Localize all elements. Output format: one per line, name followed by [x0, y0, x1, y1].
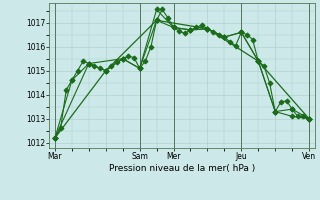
X-axis label: Pression niveau de la mer( hPa ): Pression niveau de la mer( hPa ) — [109, 164, 255, 173]
